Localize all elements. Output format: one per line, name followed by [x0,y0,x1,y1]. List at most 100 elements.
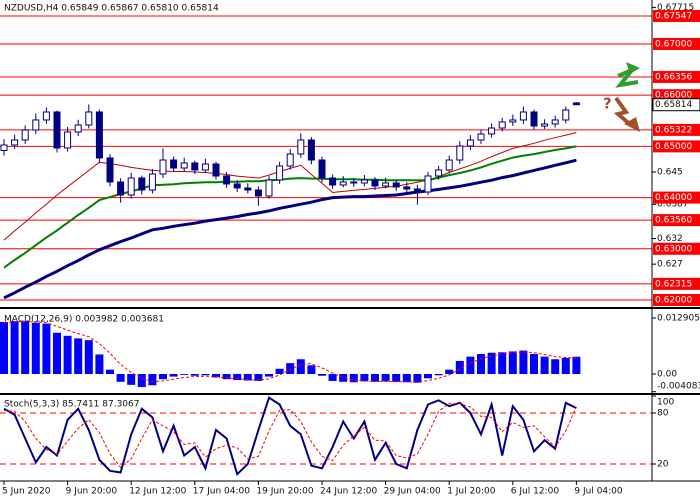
level-label: 0.62000 [655,295,692,305]
candle-body [456,145,464,161]
down-arrow [613,96,634,128]
macd-bar [402,373,411,383]
moving-average [3,145,577,269]
macd-bar [477,354,485,374]
macd-bar [561,357,570,374]
candle-body [191,162,199,171]
candle-body [201,163,209,171]
level-label-box [653,37,700,50]
macd-bar [466,356,475,374]
candle-body [138,177,146,191]
candle-body [32,119,40,131]
macd-bar [455,360,464,374]
candle-body [413,188,421,193]
macd-bar [74,338,83,374]
y-tick-label: 0.00 [657,369,677,379]
candle-body [339,181,347,186]
candle-body [286,153,294,167]
macd-bar [508,351,517,374]
level-label-box [653,123,700,136]
level-label: 0.63000 [655,244,692,254]
annotation: ? [603,95,612,113]
candle-body [254,189,262,197]
macd-bar [84,340,93,374]
macd-bar [328,373,337,381]
candle-body [541,123,549,127]
x-tick-label: 17 Jun 04:00 [193,487,250,497]
down-arrow-head [624,117,640,132]
candle-body [318,159,326,179]
x-tick-label: 1 Jul 20:00 [447,487,496,497]
candle-body [265,179,273,197]
signal-line [3,320,577,383]
y-tick-label: -0.004083 [657,382,700,392]
candle-body [148,173,156,191]
candle-body [551,119,559,125]
y-tick-label: 0.632 [657,234,683,244]
candle-body [488,127,496,135]
macd-bar [360,373,369,382]
x-tick-label: 6 Jul 12:00 [511,487,560,497]
macd-bar [254,373,263,381]
plot-layers: 0.67715 0.645 0.6387 0.632 0.627 0.67547 0.670… [0,3,700,497]
macd-bar [190,373,199,376]
level-label: 0.64000 [655,193,692,203]
level-label: 0.65000 [655,142,692,152]
macd-bar [275,368,284,374]
macd-bar [349,373,358,383]
level-label-box [653,277,700,290]
macd-bar [31,322,40,374]
level-label: 0.65322 [655,125,692,135]
macd-bar [445,369,454,374]
macd-bar [434,373,443,376]
candle-body [11,139,19,146]
y-tick-label: 0.645 [657,167,683,177]
macd-bar [392,373,401,382]
candle-body [64,131,72,149]
x-tick-label: 9 Jul 04:00 [574,487,623,497]
macd-bar [53,332,61,374]
candle-body [403,186,411,190]
macd-bar [10,321,19,374]
candle-body [223,175,231,185]
level-label-box [653,140,700,153]
level-label: 0.67547 [655,11,692,21]
candle-body [42,111,50,121]
y-tick-label: 0.6387 [657,200,689,210]
macd-bar [551,359,560,374]
macd-bar [159,373,167,380]
y-tick-label: 80 [657,409,669,419]
candle-body [445,159,453,171]
candle-body [466,139,474,147]
candle-body [0,144,8,151]
macd-bar [381,373,390,382]
level-label-box [653,242,700,255]
candle-body [85,111,93,126]
macd-bar [307,365,316,374]
macd-bar [42,323,51,374]
candle-body [382,182,390,187]
macd-bar [116,373,125,382]
candle-body [233,183,241,189]
macd-bar [0,321,8,374]
x-tick-label: 12 Jun 12:00 [129,487,186,497]
candle-body [498,121,506,129]
macd-bar [106,369,114,374]
candle-body [53,111,61,149]
macd-bar [339,373,348,382]
candle-body [329,177,337,186]
candle-body [424,175,432,193]
candle-body [307,139,315,161]
candle-body [392,182,400,188]
macd-bar [424,373,432,379]
macd-bar [201,373,210,376]
candle-body [74,124,82,133]
candle-body [435,169,443,177]
macd-bar [63,335,72,374]
macd-bar [519,350,528,374]
stoch-signal [3,403,577,469]
last-price-label: 0.65814 [655,100,692,110]
macd-bar [265,373,273,377]
